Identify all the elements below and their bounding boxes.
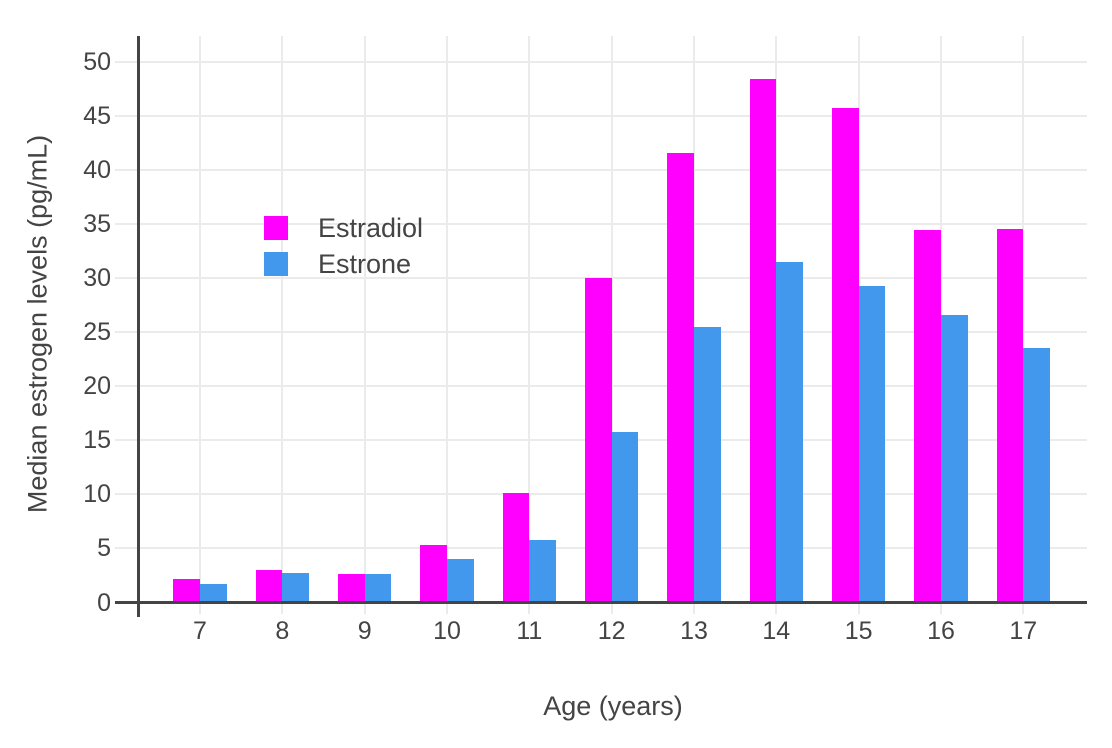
gridline-vertical	[1022, 36, 1025, 603]
bar-estrone-age-11[interactable]	[529, 539, 556, 602]
y-axis-tick	[115, 277, 139, 280]
y-axis-tick	[115, 385, 139, 388]
legend-swatch-estrone	[264, 252, 288, 276]
y-axis-tick	[115, 169, 139, 172]
x-axis-tick	[445, 604, 448, 614]
gridline-horizontal	[139, 115, 1087, 118]
x-tick-label: 10	[433, 616, 461, 645]
bar-estradiol-age-14[interactable]	[749, 78, 777, 602]
x-tick-label: 8	[275, 616, 290, 645]
gridline-vertical	[528, 36, 531, 603]
gridline-horizontal	[139, 331, 1087, 334]
y-tick-label: 25	[83, 318, 111, 347]
x-tick-label: 14	[762, 616, 791, 645]
y-tick-label: 20	[83, 372, 111, 401]
x-axis-tick	[939, 604, 942, 614]
bar-estradiol-age-12[interactable]	[584, 278, 612, 602]
gridline-vertical	[199, 36, 201, 603]
y-tick-label: 5	[97, 534, 111, 563]
gridline-horizontal	[139, 277, 1087, 280]
y-axis-line	[137, 36, 140, 617]
bar-estradiol-age-9[interactable]	[337, 574, 365, 602]
x-axis-tick	[199, 604, 201, 614]
gridline-horizontal	[139, 385, 1087, 388]
bar-estrone-age-15[interactable]	[858, 285, 886, 602]
x-tick-label: 12	[597, 616, 626, 645]
legend-item-estradiol[interactable]: Estradiol	[264, 213, 424, 243]
y-axis-tick	[115, 61, 139, 64]
gridline-vertical	[363, 36, 366, 603]
x-axis-zero-line	[115, 601, 1087, 604]
legend: Estradiol Estrone	[264, 213, 424, 288]
x-axis-tick	[281, 604, 284, 614]
bar-estrone-age-17[interactable]	[1023, 347, 1050, 602]
x-tick-label: 7	[193, 616, 207, 645]
gridline-horizontal	[139, 223, 1087, 226]
bar-estrone-age-8[interactable]	[282, 573, 310, 602]
y-axis-title: Median estrogen levels (pg/mL)	[22, 134, 53, 514]
y-tick-label: 35	[83, 210, 111, 239]
bar-estradiol-age-7[interactable]	[173, 578, 200, 602]
x-tick-label: 13	[680, 616, 708, 645]
gridline-vertical	[445, 36, 448, 603]
bar-estrone-age-12[interactable]	[611, 431, 639, 602]
bar-estradiol-age-10[interactable]	[420, 545, 447, 602]
y-tick-label: 50	[83, 48, 111, 77]
y-axis-tick	[115, 223, 139, 226]
y-tick-label: 30	[83, 264, 111, 293]
x-axis-tick	[528, 604, 531, 614]
legend-label: Estrone	[318, 249, 412, 279]
bar-estradiol-age-11[interactable]	[502, 493, 530, 602]
bar-estrone-age-10[interactable]	[446, 559, 474, 602]
x-axis-tick	[610, 604, 613, 614]
y-tick-label: 45	[83, 102, 111, 131]
x-tick-label: 17	[1009, 616, 1038, 645]
x-axis-tick	[692, 604, 695, 614]
y-tick-label: 15	[83, 426, 111, 455]
gridline-horizontal	[139, 169, 1087, 172]
bar-estradiol-age-8[interactable]	[255, 570, 283, 602]
gridline-vertical	[610, 36, 613, 603]
y-tick-label: 0	[97, 588, 111, 617]
x-axis-tick	[1022, 604, 1025, 614]
bar-estradiol-age-15[interactable]	[831, 107, 859, 602]
y-axis-tick	[115, 115, 139, 118]
y-axis-tick	[115, 331, 139, 334]
x-tick-label: 15	[844, 616, 873, 645]
x-tick-label: 11	[516, 616, 543, 645]
x-axis-title: Age (years)	[543, 691, 683, 721]
bar-estradiol-age-17[interactable]	[996, 228, 1024, 602]
x-axis-tick	[363, 604, 366, 614]
y-axis-tick	[115, 439, 139, 442]
x-axis-tick	[775, 604, 778, 614]
bar-estradiol-age-16[interactable]	[914, 229, 941, 602]
legend-swatch-estradiol	[264, 216, 288, 240]
gridline-vertical	[281, 36, 284, 603]
x-axis-tick	[857, 604, 860, 614]
legend-item-estrone[interactable]: Estrone	[264, 249, 423, 279]
bar-estrone-age-9[interactable]	[364, 574, 392, 602]
bar-estrone-age-16[interactable]	[940, 315, 968, 602]
bar-estradiol-age-13[interactable]	[667, 153, 694, 602]
y-tick-label: 40	[83, 156, 111, 185]
bar-estrone-age-14[interactable]	[776, 262, 803, 602]
y-tick-label: 10	[83, 480, 111, 509]
y-axis-tick	[115, 493, 139, 496]
gridline-vertical	[692, 36, 695, 603]
bar-estrone-age-13[interactable]	[693, 326, 721, 602]
bar-estrone-age-7[interactable]	[200, 584, 227, 602]
x-tick-label: 9	[357, 616, 372, 645]
x-tick-label: 16	[927, 616, 955, 645]
y-axis-tick	[115, 547, 139, 550]
legend-label: Estradiol	[318, 213, 424, 243]
gridline-horizontal	[139, 61, 1087, 64]
